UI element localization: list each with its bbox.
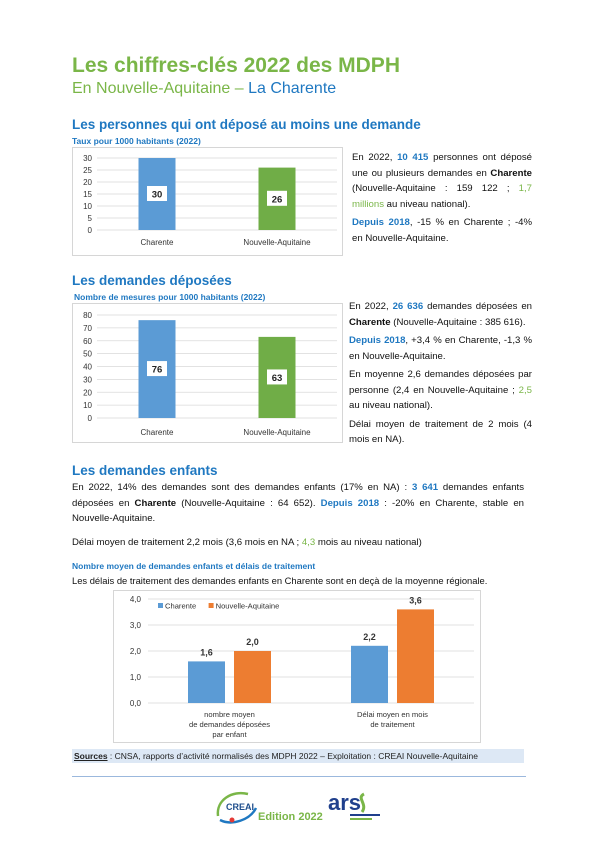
chart1-svg: 0 5 10 15 20 25 30 30 Charente 26 Nouvelle-Aquitai…: [83, 154, 337, 247]
section3-heading: Les demandes enfants: [72, 463, 218, 478]
section2-paragraph2: Depuis 2018, +3,4 % en Charente, -1,3 % …: [349, 335, 532, 362]
category-label: par enfant: [212, 730, 247, 739]
category-label: Charente: [141, 428, 174, 437]
data-label-bg: [267, 369, 287, 385]
y-tick-label: 10: [83, 202, 92, 211]
data-label: 30: [152, 190, 163, 201]
y-tick-label: 80: [83, 311, 92, 320]
data-label-bg: [267, 190, 287, 206]
section3-text: En 2022, 14% des demandes sont des deman…: [72, 480, 524, 553]
sources-label: Sources: [74, 751, 108, 761]
category-label: nombre moyen: [204, 710, 255, 719]
chart3-caption: Les délais de traitement des demandes en…: [72, 575, 488, 586]
legend-label: Nouvelle-Aquitaine: [216, 602, 280, 611]
creai-logo: CREAI: [212, 786, 262, 826]
y-tick-label: 30: [83, 154, 92, 163]
footer-divider: [72, 776, 526, 777]
chart2-box: 0 10 20 30 40 50 60 70 80 76 Charente 63 Nouvelle-Aq…: [72, 303, 343, 443]
chart1-title: Taux pour 1000 habitants (2022): [72, 136, 201, 146]
section2-heading: Les demandes déposées: [72, 273, 232, 288]
chart1-box: 0 5 10 15 20 25 30 30 Charente 26 Nouvelle-Aquitai…: [72, 147, 343, 256]
chart2-title: Nombre de mesures pour 1000 habitants (2…: [74, 292, 266, 302]
y-tick-label: 60: [83, 337, 92, 346]
section1-heading: Les personnes qui ont déposé au moins un…: [72, 117, 421, 132]
ars-logo: ars: [326, 788, 386, 824]
legend-swatch: [158, 603, 163, 608]
section1-paragraph1: En 2022, 10 415 personnes ont déposé une…: [352, 152, 532, 210]
bar-charente-1: [351, 645, 388, 703]
category-label: de demandes déposées: [189, 720, 270, 729]
ars-logo-icon: ars: [328, 790, 380, 820]
legend-swatch: [208, 603, 214, 608]
section2-paragraph1: En 2022, 26 636 demandes déposées en Cha…: [349, 301, 532, 328]
category-label: Nouvelle-Aquitaine: [243, 428, 311, 437]
y-tick-label: 20: [83, 388, 92, 397]
section2-paragraph4: Délai moyen de traitement de 2 mois (4 m…: [349, 418, 532, 446]
data-label: 2,0: [246, 637, 259, 647]
data-label: 1,6: [200, 647, 213, 657]
section1-paragraph2: Depuis 2018, -15 % en Charente ; -4% en …: [352, 217, 533, 244]
data-label: 3,6: [409, 595, 422, 605]
category-label: Nouvelle-Aquitaine: [243, 238, 311, 247]
y-tick-label: 70: [83, 324, 92, 333]
y-tick-label: 10: [83, 401, 92, 410]
y-tick-label: 25: [83, 166, 92, 175]
subtitle-region: En Nouvelle-Aquitaine –: [72, 80, 249, 97]
category-label: Charente: [141, 238, 174, 247]
y-tick-label: 30: [83, 375, 92, 384]
y-tick-label: 50: [83, 350, 92, 359]
data-label: 26: [272, 194, 283, 205]
section2-paragraph3: En moyenne 2,6 demandes déposées par per…: [349, 369, 532, 411]
section3-paragraph1: En 2022, 14% des demandes sont des deman…: [72, 482, 524, 524]
y-tick-label: 1,0: [130, 673, 142, 682]
data-label-bg: [147, 186, 167, 201]
y-tick-label: 0: [88, 226, 93, 235]
chart2-svg: 0 10 20 30 40 50 60 70 80 76 Charente 63 Nouvelle-Aq…: [83, 311, 337, 437]
y-tick-label: 15: [83, 190, 92, 199]
y-tick-label: 40: [83, 363, 92, 372]
y-tick-label: 0: [88, 414, 93, 423]
y-tick-label: 5: [88, 214, 93, 223]
data-label: 2,2: [363, 632, 376, 642]
creai-logo-icon: CREAI: [216, 791, 258, 824]
creai-logo-text: CREAI: [226, 802, 254, 812]
data-label: 76: [152, 365, 163, 376]
sources-text: : CNSA, rapports d’activité normalisés d…: [107, 751, 478, 761]
subtitle-department: La Charente: [248, 80, 337, 97]
legend-label: Charente: [165, 602, 196, 611]
section2-text: En 2022, 26 636 demandes déposées en Cha…: [349, 299, 532, 451]
page-subtitle: En Nouvelle-Aquitaine – La Charente: [72, 80, 336, 98]
chart3-title: Nombre moyen de demandes enfants et déla…: [72, 561, 316, 571]
y-tick-label: 4,0: [130, 595, 142, 604]
ars-logo-text: ars: [328, 790, 361, 815]
y-tick-label: 3,0: [130, 621, 142, 630]
bar-nouvelle-aquitaine-0: [234, 651, 271, 703]
data-label-bg: [147, 361, 167, 377]
section3-paragraph2: Délai moyen de traitement 2,2 mois (3,6 …: [72, 536, 422, 548]
y-tick-label: 20: [83, 178, 92, 187]
category-label: de traitement: [370, 720, 415, 729]
bar-nouvelle-aquitaine-1: [397, 609, 434, 703]
edition-label: Edition 2022: [258, 811, 323, 823]
y-tick-label: 0,0: [130, 699, 142, 708]
bar-charente-0: [188, 661, 225, 703]
data-label: 63: [272, 373, 283, 384]
sources-bar: Sources : CNSA, rapports d’activité norm…: [72, 749, 524, 763]
section1-text: En 2022, 10 415 personnes ont déposé une…: [352, 150, 532, 249]
chart3-box: 0,0 1,0 2,0 3,0 4,0 1,6 2,0 nombre moyen de dema…: [113, 590, 481, 743]
y-tick-label: 2,0: [130, 647, 142, 656]
category-label: Délai moyen en mois: [357, 710, 428, 719]
page-title: Les chiffres-clés 2022 des MDPH: [72, 54, 400, 77]
